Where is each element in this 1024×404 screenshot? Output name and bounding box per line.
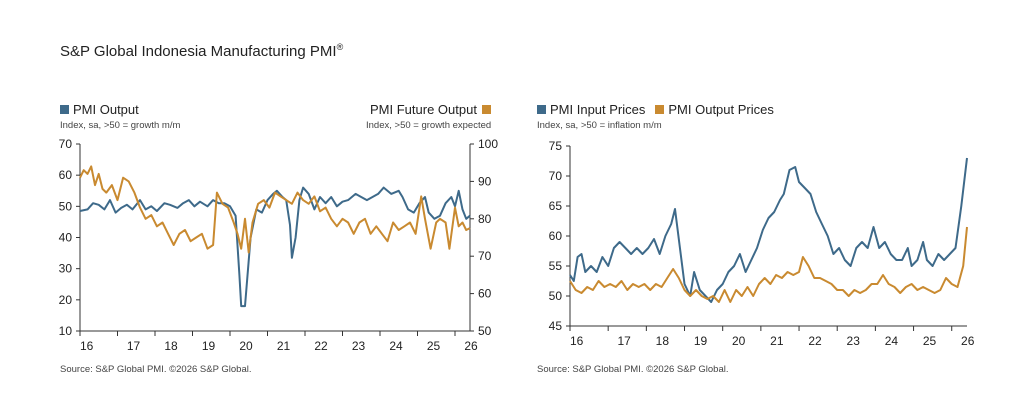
y-tick-label: 50 [549, 289, 563, 303]
series-line-pmi-output-prices [569, 226, 968, 303]
y-tick-label: 70 [549, 169, 563, 183]
legend-swatch-input-prices [537, 105, 546, 114]
y-right-tick-label: 80 [478, 212, 492, 226]
legend-swatch-output-prices [655, 105, 665, 114]
x-tick-label: 23 [847, 334, 861, 348]
y-tick-label: 60 [549, 229, 563, 243]
x-tick-label: 22 [314, 339, 328, 353]
subtitle-right-chart: Index, sa, >50 = inflation m/m [537, 120, 662, 131]
x-tick-label: 25 [923, 334, 937, 348]
y-tick-label: 75 [549, 139, 563, 153]
x-tick-label: 26 [464, 339, 478, 353]
y-right-tick-label: 50 [478, 324, 492, 338]
x-tick-label: 26 [961, 334, 975, 348]
legend-pmi-output: PMI Output [60, 102, 139, 117]
x-tick-label: 18 [656, 334, 670, 348]
y-tick-label: 70 [59, 137, 73, 151]
x-tick-label: 18 [164, 339, 178, 353]
y-right-tick-label: 70 [478, 249, 492, 263]
legend-right-chart: PMI Input Prices PMI Output Prices [537, 102, 774, 117]
x-tick-label: 21 [277, 339, 291, 353]
x-tick-label: 19 [202, 339, 216, 353]
x-tick-label: 20 [732, 334, 746, 348]
y-right-tick-label: 60 [478, 287, 492, 301]
x-tick-label: 24 [885, 334, 899, 348]
source-left: Source: S&P Global PMI. ©2026 S&P Global… [60, 364, 252, 375]
y-tick-label: 20 [59, 293, 73, 307]
y-tick-label: 65 [549, 199, 563, 213]
subtitle-pmi-future-output: Index, >50 = growth expected [366, 120, 492, 131]
x-tick-label: 25 [427, 339, 441, 353]
y-right-tick-label: 90 [478, 174, 492, 188]
x-tick-label: 17 [127, 339, 141, 353]
y-tick-label: 50 [59, 199, 73, 213]
series-line-pmi-input-prices [569, 157, 968, 303]
x-tick-label: 20 [239, 339, 253, 353]
x-tick-label: 17 [617, 334, 631, 348]
legend-pmi-future-output: PMI Future Output [370, 102, 491, 117]
series-line-pmi-future-output [79, 165, 471, 254]
y-right-tick-label: 100 [478, 137, 498, 151]
x-tick-label: 19 [694, 334, 708, 348]
y-tick-label: 40 [59, 231, 73, 245]
subtitle-pmi-output: Index, sa, >50 = growth m/m [60, 120, 181, 131]
x-tick-label: 21 [770, 334, 784, 348]
x-tick-label: 23 [352, 339, 366, 353]
x-tick-label: 16 [570, 334, 584, 348]
source-right: Source: S&P Global PMI. ©2026 S&P Global… [537, 364, 729, 375]
y-tick-label: 60 [59, 168, 73, 182]
x-tick-label: 24 [389, 339, 403, 353]
y-tick-label: 30 [59, 262, 73, 276]
legend-swatch-pmi-future-output [481, 105, 491, 114]
legend-swatch-pmi-output [60, 105, 69, 114]
page-title: S&P Global Indonesia Manufacturing PMI® [60, 42, 344, 60]
x-tick-label: 22 [808, 334, 822, 348]
y-tick-label: 45 [549, 319, 563, 333]
x-tick-label: 16 [80, 339, 94, 353]
y-tick-label: 55 [549, 259, 563, 273]
y-tick-label: 10 [59, 324, 73, 338]
